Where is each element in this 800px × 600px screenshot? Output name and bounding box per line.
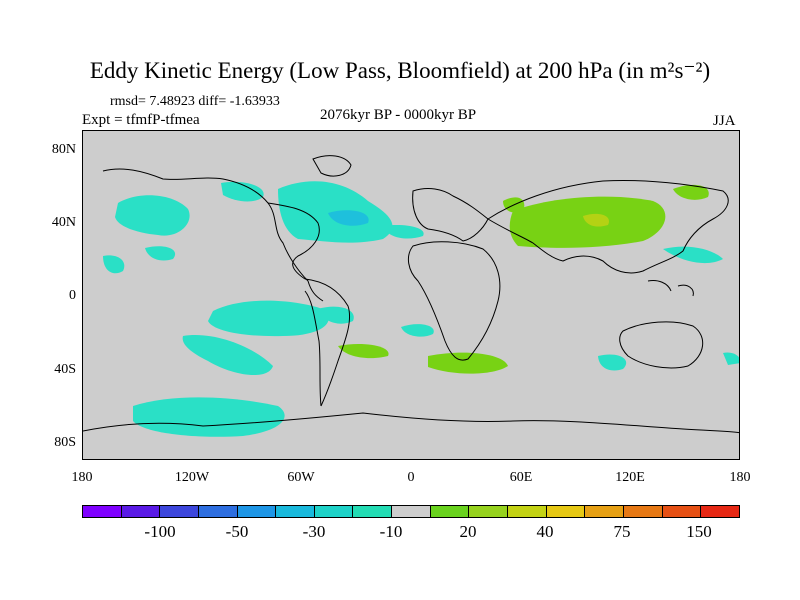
- colorbar-swatch: [314, 506, 354, 517]
- anomaly-neg-atl2: [383, 225, 424, 239]
- colorbar-swatch: [160, 506, 199, 517]
- period-label: 2076kyr BP - 0000kyr BP: [320, 107, 477, 123]
- anomaly-neg-spacific: [208, 300, 329, 337]
- anomaly-neg-spacific2: [182, 335, 273, 376]
- stats-line: rmsd= 7.48923 diff= -1.63933: [110, 94, 280, 109]
- map-svg: [83, 155, 739, 437]
- coast-europe: [412, 188, 489, 242]
- negative-anomaly-fields: [103, 181, 739, 437]
- colorbar-swatch: [623, 506, 663, 517]
- lon-label-0: 0: [407, 470, 415, 485]
- anomaly-neg-strong-atl: [328, 210, 369, 226]
- anomaly-neg-hawaii: [103, 255, 125, 274]
- lon-label-180w: 180: [71, 470, 93, 485]
- anomaly-neg-sindian: [598, 354, 627, 371]
- colorbar-label: 75: [613, 522, 631, 541]
- coast-south-america: [304, 278, 351, 407]
- colorbar-swatch: [585, 506, 624, 517]
- colorbar-label: -10: [379, 522, 403, 541]
- positive-strong-fields: [583, 213, 609, 227]
- coast-asia: [487, 179, 729, 274]
- colorbar-label: -30: [302, 522, 326, 541]
- lat-label-0: 0: [69, 288, 76, 303]
- colorbar-swatch: [546, 506, 586, 517]
- lon-label-60e: 60E: [509, 470, 533, 485]
- coast-greenland: [312, 155, 352, 177]
- chart-title: Eddy Kinetic Energy (Low Pass, Bloomfiel…: [89, 58, 711, 83]
- coast-sa-west: [304, 290, 322, 407]
- colorbar-label: 20: [459, 522, 477, 541]
- anomaly-pos-safrica: [428, 352, 508, 374]
- colorbar-swatch: [392, 506, 431, 517]
- anomaly-neg-chile: [318, 306, 354, 324]
- colorbar-swatch: [353, 506, 393, 517]
- colorbar-swatch: [469, 506, 509, 517]
- colorbar-swatch: [508, 506, 547, 517]
- season-label: JJA: [713, 113, 736, 129]
- coast-australia: [619, 321, 703, 369]
- anomaly-neg-wpacific: [663, 246, 723, 264]
- map-panel: [82, 130, 740, 460]
- anomaly-pos-strong-asia: [583, 213, 609, 227]
- coast-indonesia: [647, 280, 694, 297]
- colorbar: [82, 505, 740, 518]
- colorbar-swatch: [276, 506, 315, 517]
- anomaly-neg-satl: [401, 324, 434, 337]
- colorbar-swatch: [83, 506, 122, 517]
- anomaly-neg-pacific2: [145, 246, 176, 261]
- lat-label-40n: 40N: [51, 215, 76, 230]
- colorbar-swatch: [662, 506, 702, 517]
- colorbar-label: 150: [686, 522, 712, 541]
- experiment-label: Expt = tfmfP-tfmea: [82, 112, 200, 128]
- anomaly-neg-alaska: [221, 181, 264, 202]
- coast-africa: [407, 241, 501, 361]
- colorbar-swatch: [701, 506, 739, 517]
- anomaly-pos-satl: [338, 344, 389, 359]
- lat-label-80n: 80N: [51, 142, 76, 157]
- coast-na-east: [267, 202, 320, 280]
- anomaly-pos-neasia: [673, 184, 709, 200]
- colorbar-label: 40: [536, 522, 554, 541]
- colorbar-label: -100: [144, 522, 176, 541]
- lon-label-180e: 180: [729, 470, 751, 485]
- colorbar-swatch: [430, 506, 470, 517]
- lon-label-120w: 120W: [174, 470, 210, 485]
- coast-antarctica: [83, 412, 739, 434]
- lat-label-40s: 40S: [54, 362, 76, 377]
- lon-label-120e: 120E: [615, 470, 645, 485]
- coastlines: [83, 155, 739, 434]
- positive-anomaly-fields: [338, 184, 709, 374]
- colorbar-swatch: [237, 506, 277, 517]
- lon-label-60w: 60W: [287, 470, 315, 485]
- colorbar-label: -50: [225, 522, 249, 541]
- negative-strong-fields: [328, 210, 369, 226]
- colorbar-swatch: [121, 506, 161, 517]
- lat-label-80s: 80S: [54, 435, 76, 450]
- anomaly-neg-se: [723, 352, 739, 365]
- anomaly-neg-southern: [133, 397, 285, 437]
- anomaly-neg-npacific: [115, 195, 190, 236]
- colorbar-swatch: [198, 506, 238, 517]
